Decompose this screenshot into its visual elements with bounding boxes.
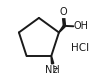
Text: HCl: HCl <box>71 43 89 53</box>
Polygon shape <box>59 25 65 33</box>
Text: NH: NH <box>45 65 60 75</box>
Text: OH: OH <box>74 21 89 31</box>
Polygon shape <box>51 56 54 64</box>
Text: 2: 2 <box>52 66 57 75</box>
Text: O: O <box>60 7 67 17</box>
